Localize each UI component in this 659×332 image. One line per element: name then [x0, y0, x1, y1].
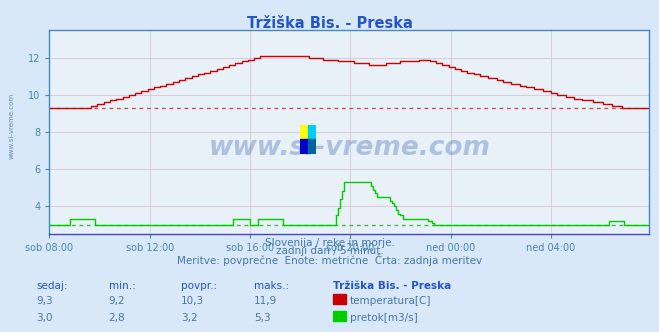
Text: 3,0: 3,0 — [36, 313, 53, 323]
Text: 11,9: 11,9 — [254, 296, 277, 306]
Text: www.si-vreme.com: www.si-vreme.com — [9, 93, 14, 159]
Text: pretok[m3/s]: pretok[m3/s] — [350, 313, 418, 323]
Bar — [308, 139, 316, 154]
Text: sedaj:: sedaj: — [36, 281, 68, 290]
Bar — [300, 124, 308, 139]
Text: 3,2: 3,2 — [181, 313, 198, 323]
Text: Slovenija / reke in morje.: Slovenija / reke in morje. — [264, 238, 395, 248]
Text: www.si-vreme.com: www.si-vreme.com — [208, 135, 490, 161]
Text: min.:: min.: — [109, 281, 136, 290]
Text: Tržiška Bis. - Preska: Tržiška Bis. - Preska — [246, 16, 413, 31]
Text: 10,3: 10,3 — [181, 296, 204, 306]
Text: temperatura[C]: temperatura[C] — [350, 296, 432, 306]
Text: povpr.:: povpr.: — [181, 281, 217, 290]
Text: Tržiška Bis. - Preska: Tržiška Bis. - Preska — [333, 281, 451, 290]
Text: zadnji dan / 5 minut.: zadnji dan / 5 minut. — [275, 246, 384, 256]
Text: 2,8: 2,8 — [109, 313, 125, 323]
Text: 5,3: 5,3 — [254, 313, 270, 323]
Bar — [300, 139, 308, 154]
Text: 9,2: 9,2 — [109, 296, 125, 306]
Text: maks.:: maks.: — [254, 281, 289, 290]
Bar — [308, 124, 316, 139]
Text: Meritve: povprečne  Enote: metrične  Črta: zadnja meritev: Meritve: povprečne Enote: metrične Črta:… — [177, 254, 482, 266]
Text: 9,3: 9,3 — [36, 296, 53, 306]
